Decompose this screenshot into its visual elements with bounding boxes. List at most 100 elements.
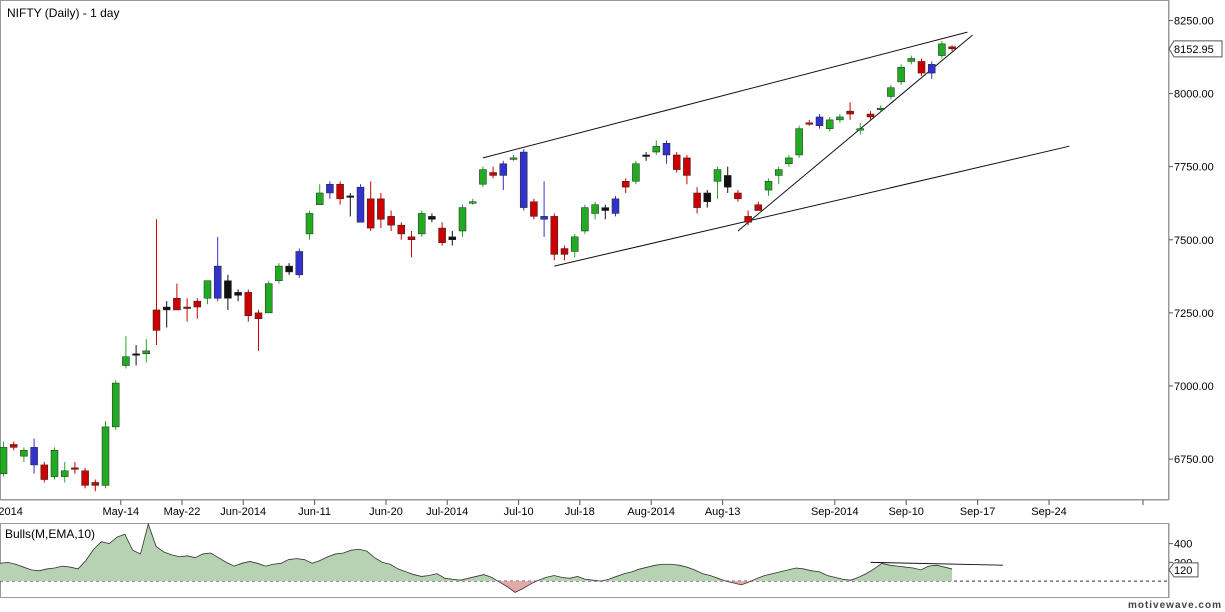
indicator-y-axis: 200400 120 [1168,523,1199,598]
candle-body [509,157,518,160]
x-tick-label: Jun-20 [369,506,403,518]
candle [938,40,946,59]
candle [152,219,161,346]
candle-body [224,280,232,299]
candle-body [907,58,916,62]
candle-body [795,128,803,156]
candle-body [356,186,365,223]
candle [458,204,467,237]
candle-body [71,467,79,470]
candle [0,441,8,477]
candle [448,230,457,246]
x-tick-label: Jun-2014 [220,506,266,518]
candle [489,166,497,179]
candle-body [754,204,763,211]
candle-body [448,236,457,241]
x-tick-label: Sep-17 [960,506,995,518]
candle [162,301,171,328]
candle-body [81,470,89,486]
candle [632,160,640,185]
candle [275,263,283,284]
candle-body [530,201,538,217]
candle [356,184,365,223]
candle [346,192,355,217]
candle [917,58,926,77]
indicator-positive-area [0,523,953,582]
candle-body [703,192,712,203]
x-tick-label: Sep-10 [888,506,923,518]
candle-body [479,169,487,185]
x-tick-label: Sep-2014 [811,506,859,518]
watermark: motivewave.com [1128,600,1222,611]
candle-body [142,350,151,355]
candle-body [458,207,467,232]
candle [764,178,773,196]
candle-body [683,157,691,176]
price-candles [0,40,956,492]
candle-body [173,297,181,311]
candle [244,289,253,322]
candle-body [234,292,242,296]
candle [234,289,242,302]
candle [9,441,18,451]
candle-body [856,128,865,131]
candle-body [264,283,273,314]
candle-body [499,163,508,176]
candle-body [611,198,620,214]
x-tick-label: May-2014 [0,506,23,518]
candle [693,187,701,214]
candle-body [887,87,895,97]
candle [183,298,191,322]
candle [856,122,865,135]
candle-body [468,201,477,204]
candle-body [938,43,946,56]
price-panel[interactable]: NIFTY (Daily) - 1 day [0,0,1169,500]
candle [173,283,181,311]
candle [20,447,28,462]
price-trendline [554,145,1070,267]
candle-body [519,151,528,208]
candle [91,479,100,492]
candle [397,222,406,240]
candle-body [326,183,334,194]
price-ytick-label: 8250.00 [1174,15,1214,27]
price-ytick-label: 6750.00 [1174,454,1214,466]
candle-body [30,447,38,466]
candle [805,119,814,126]
candle [560,245,569,261]
candle-body [836,116,844,121]
candle [948,45,956,52]
candle-body [9,444,18,448]
candle [479,166,487,188]
candle [315,184,324,205]
candle [438,222,446,246]
candle-body [377,198,385,220]
candle [417,210,426,237]
candle [836,114,844,123]
price-ytick-label: 7500.00 [1174,235,1214,247]
candle-body [366,198,375,229]
candle-body [662,143,671,156]
candle [193,298,202,319]
candle [213,236,222,302]
candle-body [581,207,589,232]
candle [224,274,232,310]
candle [611,195,620,217]
candle [754,201,763,211]
indicator-title: Bulls(M,EMA,10) [5,527,95,541]
candle-body [60,470,69,477]
candle [825,116,834,132]
candle-body [387,216,395,226]
candle-body [152,309,161,331]
candle [40,461,49,483]
candle [785,154,793,167]
x-tick-label: May-22 [164,506,201,518]
candle [774,166,783,185]
x-tick-label: May-14 [102,506,139,518]
x-tick-label: Aug-13 [705,506,740,518]
candle [642,152,650,161]
candle [897,64,905,85]
candle-body [346,195,355,198]
candle [621,178,630,193]
